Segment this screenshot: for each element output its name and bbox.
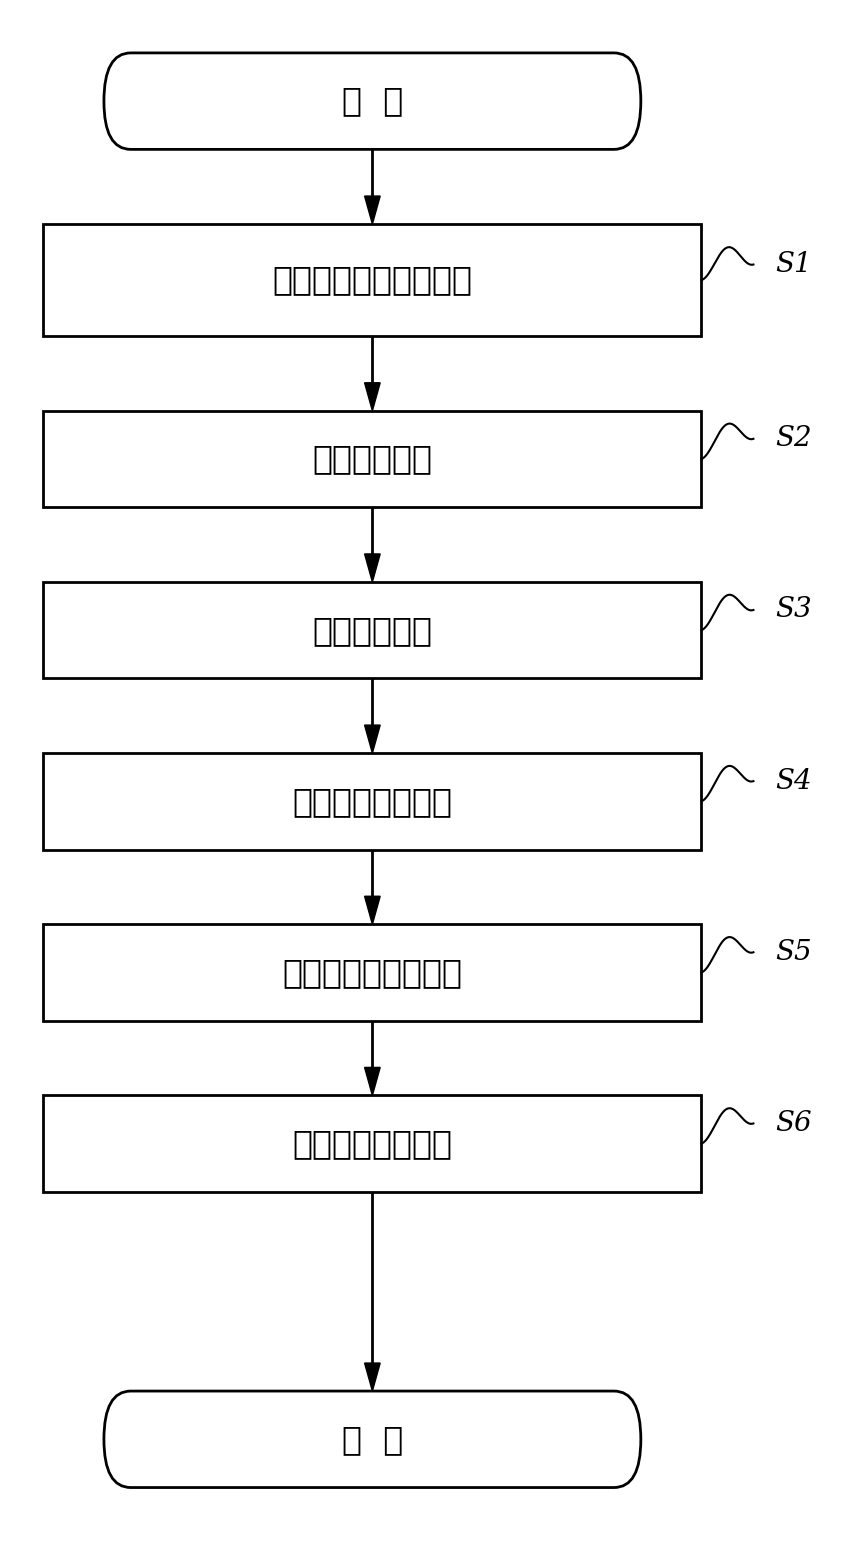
Polygon shape	[365, 1363, 380, 1391]
Text: 标注三维横断面模型: 标注三维横断面模型	[282, 955, 462, 990]
Text: 裁剪三维场景: 裁剪三维场景	[313, 442, 432, 476]
Text: 计算二维屏幕坐标: 计算二维屏幕坐标	[293, 784, 452, 818]
Bar	[43, 224, 701, 336]
Polygon shape	[365, 383, 380, 411]
Text: 交互控制图形显示: 交互控制图形显示	[293, 1127, 452, 1161]
Text: S3: S3	[775, 596, 811, 624]
Polygon shape	[365, 896, 380, 924]
FancyBboxPatch shape	[104, 1391, 641, 1488]
Text: S6: S6	[775, 1109, 811, 1137]
Bar	[43, 1095, 701, 1192]
Text: S4: S4	[775, 767, 811, 795]
Bar	[43, 753, 701, 850]
Text: S5: S5	[775, 938, 811, 966]
Polygon shape	[365, 1067, 380, 1095]
Polygon shape	[365, 554, 380, 582]
FancyBboxPatch shape	[104, 53, 641, 149]
Bar	[43, 924, 701, 1021]
Text: S1: S1	[775, 251, 811, 279]
Bar	[43, 582, 701, 678]
Text: 结  束: 结 束	[342, 1422, 403, 1456]
Text: 开  始: 开 始	[342, 84, 403, 118]
Polygon shape	[365, 196, 380, 224]
Text: 构建多线铁路三维场景: 构建多线铁路三维场景	[273, 263, 472, 297]
Polygon shape	[365, 725, 380, 753]
Text: 计算标注信息: 计算标注信息	[313, 613, 432, 647]
Bar	[43, 411, 701, 507]
Text: S2: S2	[775, 425, 811, 453]
